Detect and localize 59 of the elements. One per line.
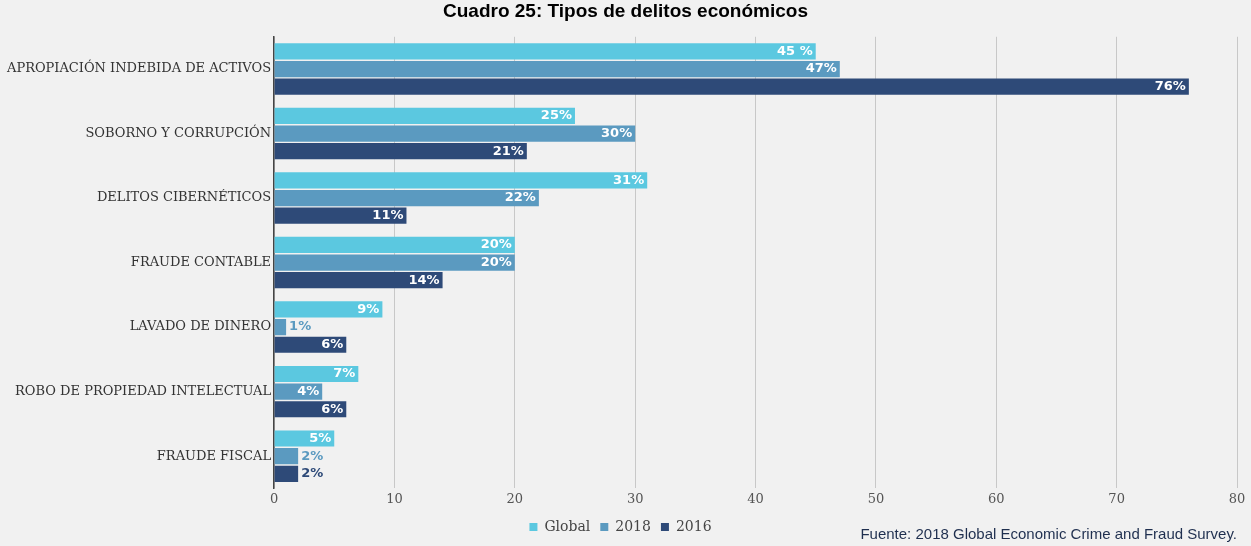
bar: [274, 107, 575, 125]
data-label: 7%: [333, 365, 356, 381]
bar: [274, 430, 335, 447]
y-tick-label: APROPIACIÓN INDEBIDA DE ACTIVOS: [6, 59, 272, 76]
x-tick-label: 80: [1228, 490, 1246, 506]
data-label: 47%: [805, 60, 837, 76]
y-tick-label: ROBO DE PROPIEDAD INTELECTUAL: [15, 383, 272, 398]
x-tick-label: 10: [386, 490, 403, 506]
y-tick-label: LAVADO DE DINERO: [129, 318, 272, 334]
bar: [274, 236, 515, 254]
data-label: 20%: [480, 253, 512, 269]
bar: [274, 301, 383, 318]
data-label: 76%: [1154, 78, 1186, 94]
data-label: 11%: [372, 207, 404, 223]
bar: [274, 143, 527, 160]
bar: [274, 448, 299, 465]
data-label: 14%: [408, 271, 440, 287]
legend-label: Global: [544, 517, 591, 534]
y-tick-label: DELITOS CIBERNÉTICOS: [96, 189, 272, 205]
data-label: 1%: [289, 318, 312, 334]
data-label: 2%: [301, 447, 324, 463]
bar: [274, 254, 515, 271]
data-label: 5%: [309, 429, 332, 445]
x-tick-label: 20: [506, 490, 524, 506]
data-label: 2%: [301, 465, 324, 481]
bar: [274, 465, 299, 482]
data-label: 45 %: [777, 42, 813, 58]
bar: [274, 272, 443, 289]
y-tick-label: FRAUDE FISCAL: [156, 447, 272, 463]
data-label: 31%: [613, 171, 645, 187]
data-label: 25%: [540, 107, 572, 123]
x-tick-label: 60: [987, 490, 1005, 506]
legend-label: 2016: [675, 517, 712, 534]
x-tick-label: 40: [747, 490, 764, 506]
bar: [274, 125, 636, 142]
y-tick-label: FRAUDE CONTABLE: [130, 253, 272, 269]
data-label: 20%: [480, 236, 512, 252]
data-label: 6%: [321, 400, 344, 416]
data-label: 9%: [357, 300, 380, 316]
x-tick-label: 0: [269, 490, 279, 506]
bar: [274, 43, 816, 60]
bar: [274, 319, 287, 336]
bar: [274, 78, 1189, 95]
data-label: 22%: [504, 189, 536, 205]
chart-title: Cuadro 25: Tipos de delitos económicos: [442, 0, 809, 22]
data-label: 6%: [321, 336, 344, 352]
legend-label: 2018: [615, 517, 651, 534]
source-note: Fuente: 2018 Global Economic Crime and Fraud Survey.: [860, 525, 1237, 542]
bar: [274, 172, 648, 189]
data-label: 4%: [297, 383, 320, 398]
x-tick-label: 30: [626, 490, 644, 506]
data-label: 21%: [492, 142, 524, 158]
data-label: 30%: [601, 124, 633, 140]
bar: [274, 207, 407, 224]
bar: [274, 60, 840, 78]
x-tick-label: 70: [1108, 490, 1125, 506]
y-tick-label: SOBORNO Y CORRUPCIÓN: [85, 123, 272, 140]
x-tick-label: 50: [867, 490, 885, 506]
bar: [274, 189, 539, 207]
